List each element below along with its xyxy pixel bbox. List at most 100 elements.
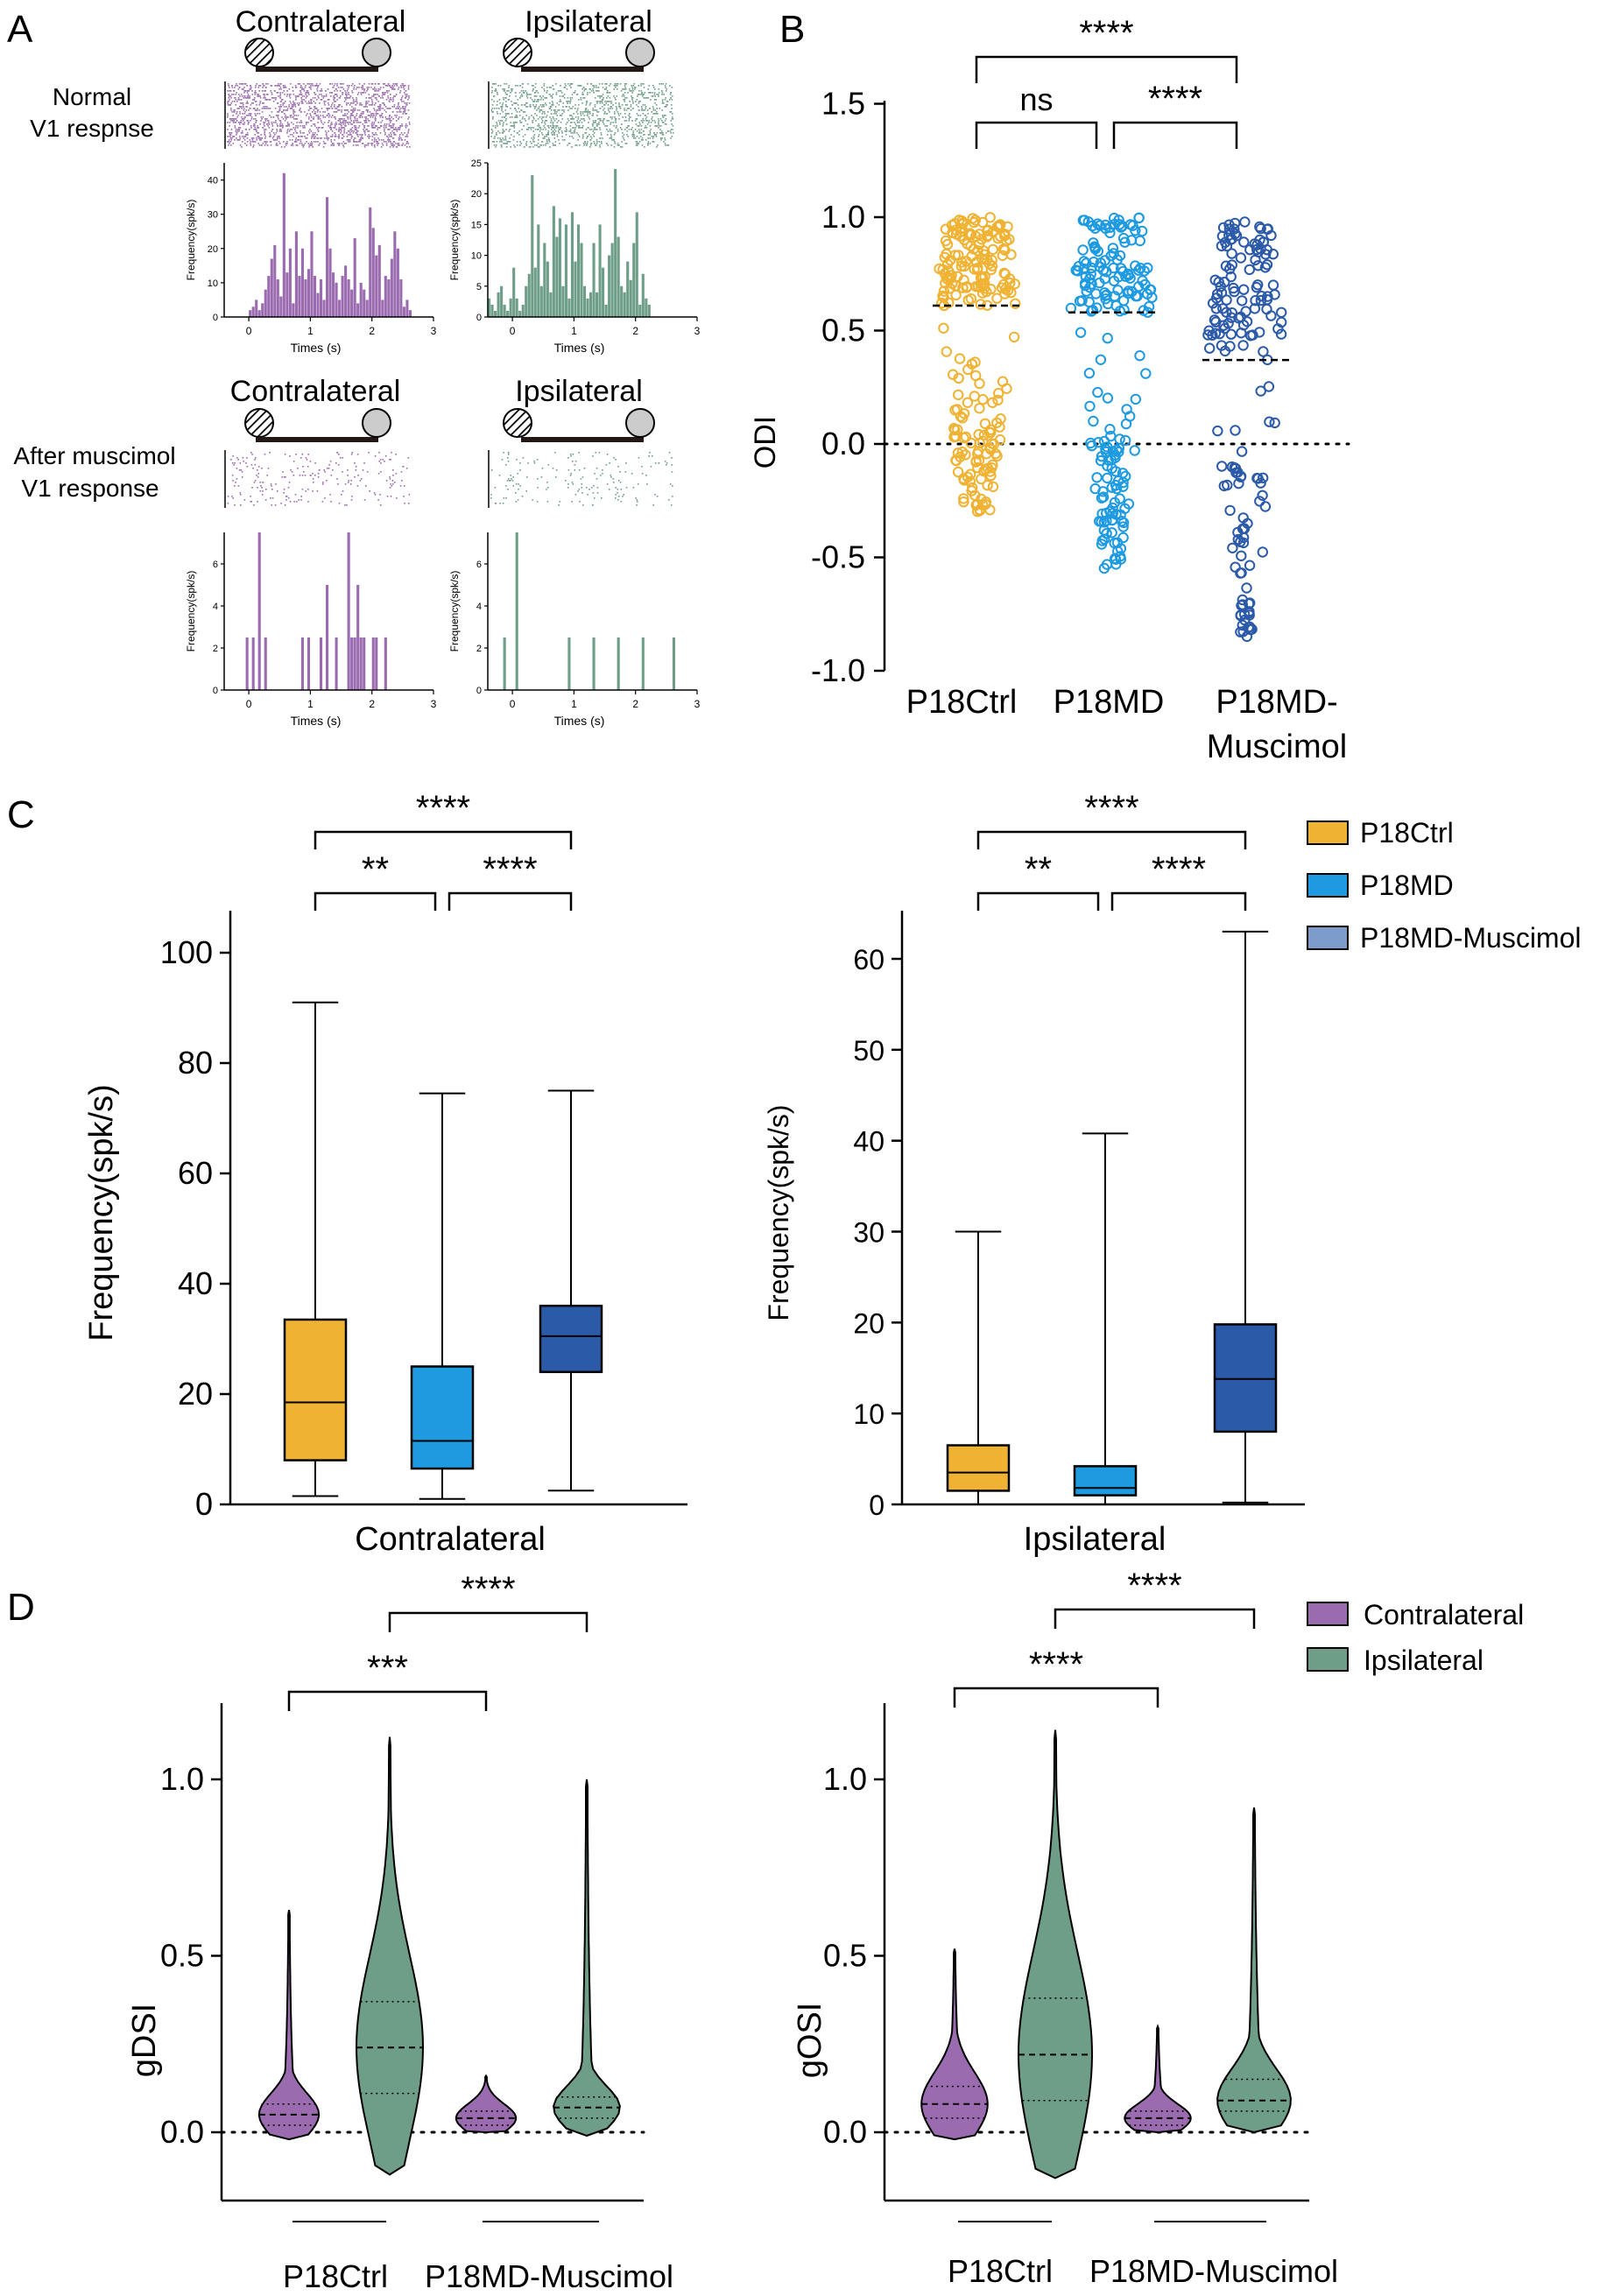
raster-spike — [263, 102, 264, 104]
raster-spike — [312, 85, 314, 87]
raster-spike — [376, 141, 377, 143]
d-right-sig-ipsi-bracket — [1054, 1608, 1256, 1629]
raster-spike — [322, 97, 325, 99]
raster-spike — [310, 83, 313, 85]
raster-spike — [665, 461, 666, 462]
raster-spike — [537, 139, 539, 141]
raster-spike — [307, 134, 308, 136]
raster-spike — [241, 146, 243, 148]
raster-spike — [494, 125, 497, 127]
raster-spike — [330, 141, 333, 143]
raster-spike — [574, 494, 577, 496]
raster-spike — [257, 113, 258, 115]
raster-spike — [574, 129, 576, 130]
b-point — [1257, 489, 1268, 501]
raster-spike — [495, 90, 497, 92]
raster-spike — [592, 113, 594, 115]
raster-spike — [391, 116, 392, 118]
raster-spike — [373, 122, 376, 123]
raster-spike — [342, 134, 343, 136]
raster-spike — [330, 116, 333, 118]
raster-spike — [364, 106, 367, 108]
raster-spike — [294, 127, 297, 129]
raster-spike — [250, 113, 252, 115]
raster-spike — [373, 492, 376, 494]
d-left-group-mus: P18MD-Muscimol — [425, 2258, 673, 2294]
raster-spike — [546, 125, 549, 127]
raster-spike — [391, 127, 393, 129]
raster-spike — [307, 90, 309, 92]
b-point — [1075, 327, 1087, 338]
b-sig-ctrl-mus-label: **** — [1079, 14, 1133, 53]
raster-spike — [380, 108, 382, 109]
raster-spike — [381, 120, 384, 122]
raster-spike — [283, 87, 285, 88]
raster-spike — [335, 94, 338, 95]
psth-bar — [567, 637, 571, 690]
raster-spike — [353, 122, 356, 123]
raster-spike — [368, 130, 370, 132]
d-left-violin-3 — [455, 2074, 518, 2134]
raster-spike — [406, 136, 409, 137]
raster-spike — [304, 136, 306, 137]
raster-spike — [261, 137, 264, 139]
raster-spike — [635, 141, 638, 143]
raster-spike — [374, 120, 377, 122]
raster-spike — [246, 90, 248, 92]
raster-spike — [270, 483, 272, 485]
box-iqr — [1213, 1323, 1278, 1433]
raster-spike — [625, 83, 628, 85]
raster-spike — [524, 134, 526, 136]
raster-spike — [538, 108, 539, 109]
raster-spike — [347, 134, 349, 136]
b-point — [955, 260, 968, 272]
raster-spike — [396, 106, 398, 108]
raster-spike — [632, 130, 635, 132]
raster-spike — [619, 482, 622, 483]
raster-spike — [355, 125, 356, 127]
raster-spike — [251, 454, 253, 455]
raster-spike — [264, 95, 265, 97]
psth-bar — [279, 296, 283, 317]
raster-spike — [335, 123, 338, 125]
raster-spike — [502, 102, 504, 104]
b-point — [1133, 212, 1145, 224]
b-point — [949, 250, 962, 261]
d-right-violin-4 — [1216, 1807, 1292, 2134]
raster-spike — [292, 139, 293, 141]
raster-spike — [312, 111, 314, 113]
raster-spike — [247, 94, 250, 95]
raster-spike — [398, 143, 400, 144]
b-point — [1123, 498, 1135, 510]
raster-spike — [241, 95, 243, 97]
raster-spike — [310, 130, 313, 132]
raster-spike — [662, 134, 665, 136]
d-right-group-mus: P18MD-Muscimol — [1089, 2253, 1338, 2289]
raster-spike — [271, 130, 272, 132]
b-point — [1096, 539, 1108, 550]
raster-spike — [624, 83, 626, 85]
raster-spike — [250, 464, 253, 466]
raster-spike — [351, 83, 354, 85]
raster-spike — [275, 132, 278, 134]
raster-spike — [552, 104, 554, 106]
b-point — [1115, 543, 1127, 554]
raster-spike — [553, 120, 556, 122]
d-left-ytick-label: 1.0 — [160, 1761, 204, 1797]
psth-bar — [515, 298, 518, 317]
raster-spike — [307, 83, 308, 85]
raster-spike — [389, 476, 391, 478]
raster-spike — [235, 104, 237, 106]
raster-spike — [605, 143, 608, 144]
c-right-sig-0-label: **** — [1084, 789, 1138, 828]
raster-spike — [227, 83, 229, 85]
raster-spike — [652, 455, 653, 457]
raster-spike — [504, 88, 505, 90]
raster-spike — [632, 137, 635, 139]
raster-spike — [330, 136, 332, 137]
raster-spike — [617, 489, 619, 490]
raster-spike — [509, 95, 511, 97]
raster-spike — [604, 111, 606, 113]
raster-spike — [638, 115, 639, 116]
